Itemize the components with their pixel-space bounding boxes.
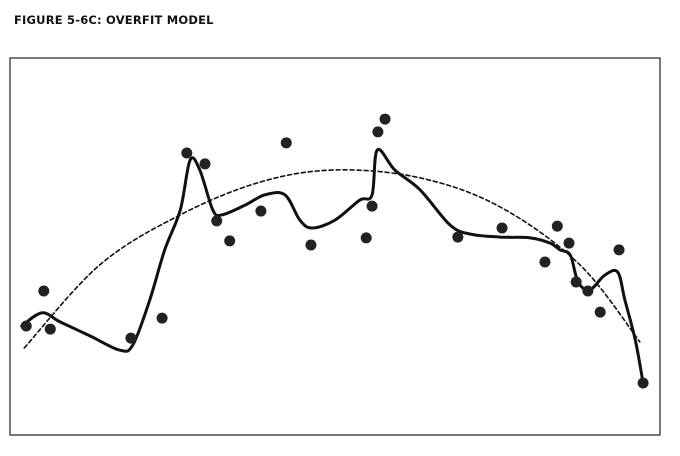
data-point bbox=[38, 285, 50, 297]
chart-title: FIGURE 5-6C: OVERFIT MODEL bbox=[14, 13, 214, 27]
data-point bbox=[125, 332, 137, 344]
data-point bbox=[551, 220, 563, 232]
data-point bbox=[224, 235, 236, 247]
data-point bbox=[582, 285, 594, 297]
plot-frame bbox=[9, 57, 661, 436]
data-point bbox=[563, 237, 575, 249]
data-point bbox=[570, 276, 582, 288]
data-point bbox=[255, 205, 267, 217]
data-point bbox=[20, 320, 32, 332]
data-point bbox=[496, 222, 508, 234]
data-point bbox=[156, 312, 168, 324]
data-point bbox=[613, 244, 625, 256]
data-point bbox=[305, 239, 317, 251]
data-point bbox=[452, 231, 464, 243]
data-point bbox=[594, 306, 606, 318]
data-point bbox=[637, 377, 649, 389]
data-point bbox=[181, 147, 193, 159]
data-point bbox=[360, 232, 372, 244]
data-point bbox=[199, 158, 211, 170]
data-point bbox=[372, 126, 384, 138]
fit-curve bbox=[23, 169, 641, 349]
data-point bbox=[379, 113, 391, 125]
data-point bbox=[211, 215, 223, 227]
data-point bbox=[539, 256, 551, 268]
data-point bbox=[44, 323, 56, 335]
data-point bbox=[366, 200, 378, 212]
data-point bbox=[280, 137, 292, 149]
